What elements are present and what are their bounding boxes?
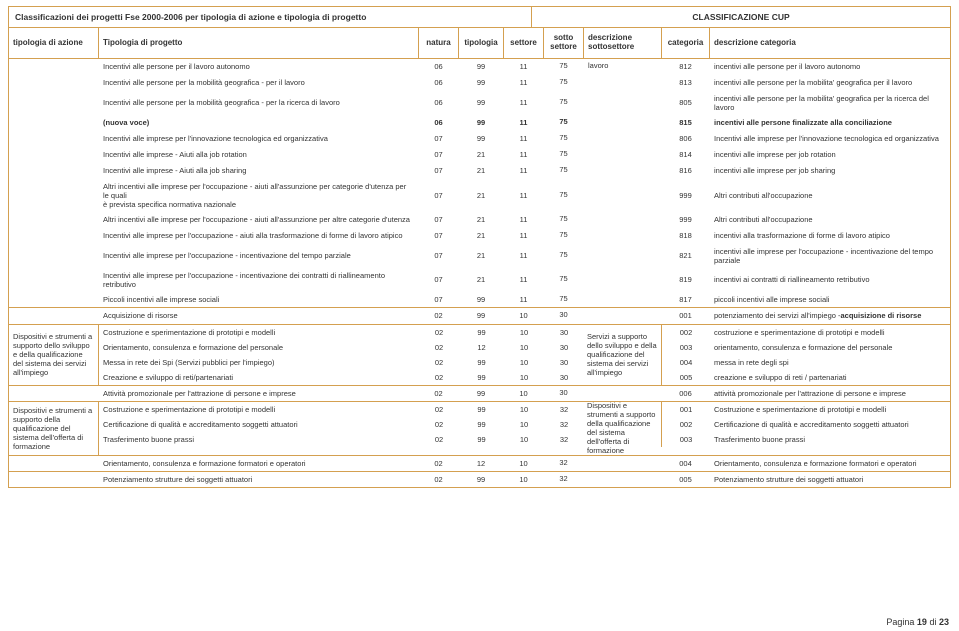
table-row: Incentivi alle persone per il lavoro aut… xyxy=(9,59,950,75)
title-left: Classificazioni dei progetti Fse 2000-20… xyxy=(9,7,532,27)
hdr-tipologia: tipologia xyxy=(459,28,504,58)
table-row: Incentivi alle persone per la mobilità g… xyxy=(9,75,950,91)
table-row: Orientamento, consulenza e formazione fo… xyxy=(9,455,950,471)
table-row: Incentivi alle persone per la mobilità g… xyxy=(9,91,950,115)
hdr-sotto-settore: sotto settore xyxy=(544,28,584,58)
table-row: Incentivi alle imprese per l'innovazione… xyxy=(9,131,950,147)
table-row: Potenziamento strutture dei soggetti att… xyxy=(9,471,950,487)
footer-pagina: Pagina xyxy=(886,617,914,627)
title-bar: Classificazioni dei progetti Fse 2000-20… xyxy=(9,7,950,28)
table-row: Incentivi alle imprese - Aiuti alla job … xyxy=(9,147,950,163)
table-row: Orientamento, consulenza e formazione de… xyxy=(99,340,950,355)
footer-di: di xyxy=(929,617,936,627)
group-desc: Dispositivi e strumenti a supporto della… xyxy=(585,404,661,453)
footer-page-num: 19 xyxy=(917,617,927,627)
group-desc: Servizi a supporto dello sviluppo e dell… xyxy=(585,327,661,383)
group-servizi-impiego: Dispositivi e strumenti a supporto dello… xyxy=(9,324,950,385)
table-row: Incentivi alle imprese per l'occupazione… xyxy=(9,244,950,268)
hdr-tipologia-progetto: Tipologia di progetto xyxy=(99,28,419,58)
hdr-desc-categoria: descrizione categoria xyxy=(710,28,950,58)
group-a-label: Dispositivi e strumenti a supporto dello… xyxy=(9,325,99,385)
table-row: Creazione e sviluppo di reti/partenariat… xyxy=(99,370,950,385)
table-row: Trasferimento buone prassi02991032003Tra… xyxy=(99,432,950,447)
group-b-post-rows: Orientamento, consulenza e formazione fo… xyxy=(9,455,950,487)
table-row: Messa in rete dei Spi (Servizi pubblici … xyxy=(99,355,950,370)
hdr-settore: settore xyxy=(504,28,544,58)
table-row: Certificazione di qualità e accreditamen… xyxy=(99,417,950,432)
table-row: Costruzione e sperimentazione di prototi… xyxy=(99,402,950,417)
page-footer: Pagina 19 di 23 xyxy=(886,617,949,627)
table-row: Costruzione e sperimentazione di prototi… xyxy=(99,325,950,340)
hdr-tipologia-azione: tipologia di azione xyxy=(9,28,99,58)
table-row: Acquisizione di risorse02991030001potenz… xyxy=(9,308,950,324)
hdr-natura: natura xyxy=(419,28,459,58)
table-row: Altri incentivi alle imprese per l'occup… xyxy=(9,179,950,212)
group-b-label: Dispositivi e strumenti a supporto della… xyxy=(9,402,99,455)
hdr-desc-sottosettore: descrizione sottosettore xyxy=(584,28,662,58)
main-rows: Incentivi alle persone per il lavoro aut… xyxy=(9,59,950,324)
table-row: Piccoli incentivi alle imprese sociali07… xyxy=(9,292,950,308)
hdr-categoria: categoria xyxy=(662,28,710,58)
column-headers: tipologia di azione Tipologia di progett… xyxy=(9,28,950,59)
footer-page-tot: 23 xyxy=(939,617,949,627)
group-a-post-row: Attività promozionale per l'attrazione d… xyxy=(9,385,950,401)
table-row: (nuova voce)06991175815incentivi alle pe… xyxy=(9,115,950,131)
table-row: Attività promozionale per l'attrazione d… xyxy=(9,385,950,401)
table-row: Incentivi alle imprese per l'occupazione… xyxy=(9,228,950,244)
table-row: Incentivi alle imprese - Aiuti alla job … xyxy=(9,163,950,179)
group-b-content: Costruzione e sperimentazione di prototi… xyxy=(99,402,950,455)
table-row: Incentivi alle imprese per l'occupazione… xyxy=(9,268,950,292)
title-right: CLASSIFICAZIONE CUP xyxy=(532,7,950,27)
group-offerta-formazione: Dispositivi e strumenti a supporto della… xyxy=(9,401,950,455)
table-row: Altri incentivi alle imprese per l'occup… xyxy=(9,212,950,228)
document-table: Classificazioni dei progetti Fse 2000-20… xyxy=(8,6,951,488)
group-a-content: Costruzione e sperimentazione di prototi… xyxy=(99,325,950,385)
